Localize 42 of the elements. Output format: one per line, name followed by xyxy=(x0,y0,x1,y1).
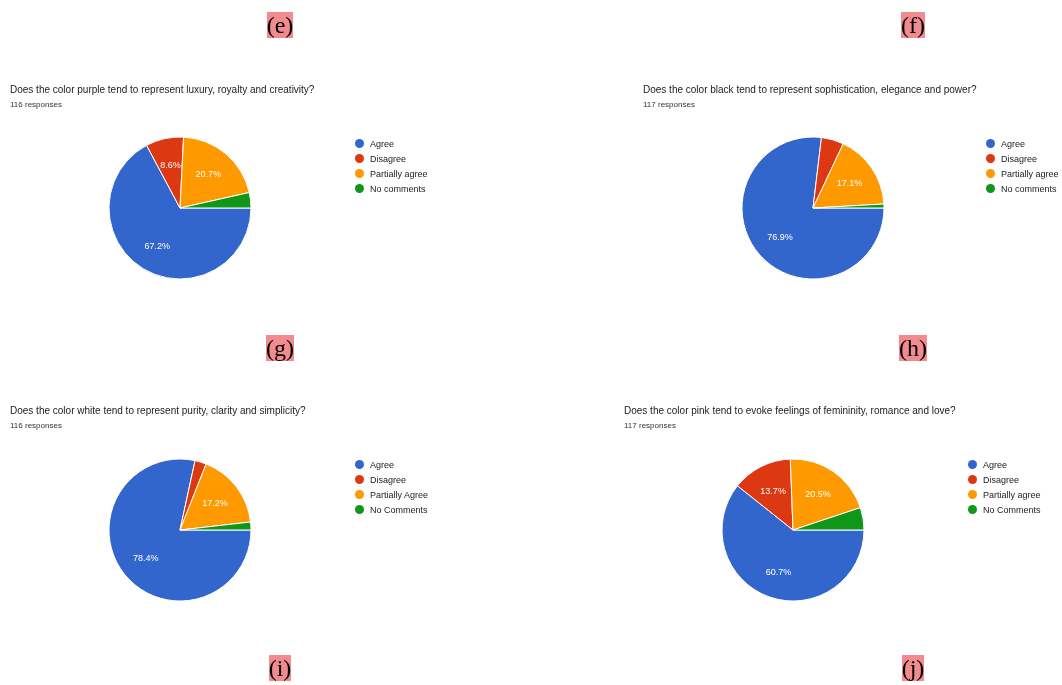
data-label: 17.1% xyxy=(836,178,863,189)
legend-label: No Comments xyxy=(983,504,1041,515)
chart-title: Does the color pink tend to evoke feelings of femininity, romance and love? xyxy=(624,405,956,416)
legend-label: Disagree xyxy=(1001,153,1038,164)
chart-title: Does the color white tend to represent purity, clarity and simplicity? xyxy=(10,405,306,416)
legend-label: Agree xyxy=(983,459,1008,470)
data-label: 60.7% xyxy=(765,566,792,577)
data-label: 20.7% xyxy=(195,169,222,180)
legend-label: No comments xyxy=(1001,183,1057,194)
text: (h) xyxy=(899,335,927,361)
pie-slice xyxy=(108,458,252,602)
legend-label: Partially agree xyxy=(983,489,1041,500)
legend-label: Disagree xyxy=(370,153,407,164)
data-label: 76.9% xyxy=(767,232,793,243)
legend-label: Partially agree xyxy=(1001,168,1059,179)
data-label: 8.6% xyxy=(160,160,181,171)
data-label: 20.5% xyxy=(805,488,831,499)
text: (e) xyxy=(266,12,294,38)
text: 116 responses xyxy=(10,421,62,430)
legend-label: Agree xyxy=(370,459,395,470)
legend-label: No comments xyxy=(370,183,426,194)
chart-title: Does the color purple tend to represent luxury, royalty and creativity? xyxy=(10,84,315,95)
legend-label: No Comments xyxy=(370,504,428,515)
text: (j) xyxy=(901,655,925,681)
legend-label: Partially agree xyxy=(370,168,428,179)
chart-title: Does the color black tend to represent sophistication, elegance and power? xyxy=(643,84,977,95)
data-label: 17.2% xyxy=(202,498,228,509)
data-label: 67.2% xyxy=(144,240,171,251)
legend-label: Disagree xyxy=(370,474,407,485)
legend-label: Agree xyxy=(1001,138,1026,149)
text: (g) xyxy=(266,335,294,361)
text: 117 responses xyxy=(624,421,676,430)
pie-slice xyxy=(741,136,885,280)
text: (i) xyxy=(268,655,292,681)
data-label: 78.4% xyxy=(132,552,159,563)
text: 116 responses xyxy=(10,100,62,109)
legend-label: Disagree xyxy=(983,474,1020,485)
data-label: 13.7% xyxy=(760,485,786,496)
text: 117 responses xyxy=(643,100,695,109)
text: (f) xyxy=(901,12,925,38)
legend-label: Partially Agree xyxy=(370,489,429,500)
legend-label: Agree xyxy=(370,138,395,149)
